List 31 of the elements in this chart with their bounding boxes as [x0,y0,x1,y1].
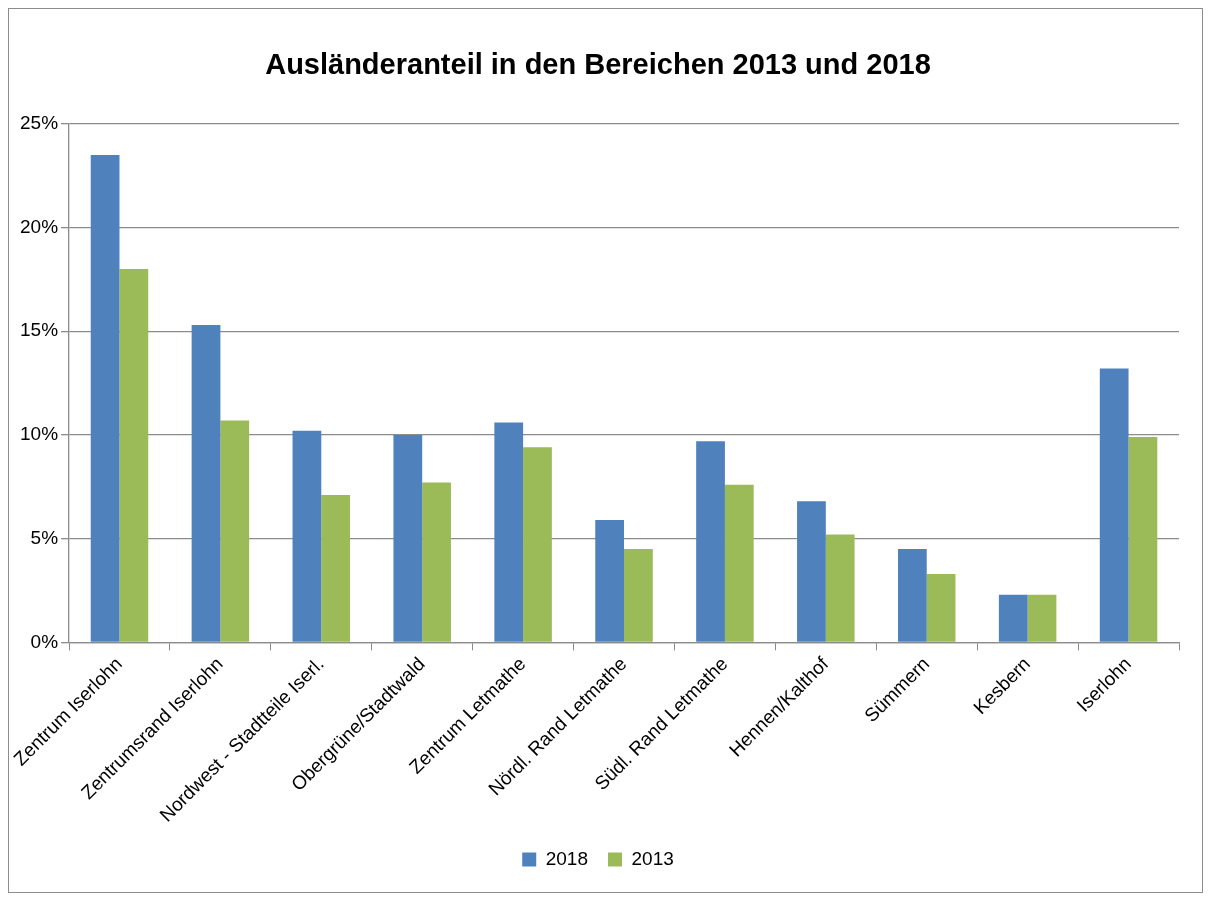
bar [191,324,221,642]
bar [797,501,826,642]
bar [422,482,451,642]
bar [696,441,725,642]
bar [624,549,653,642]
bar [220,420,250,642]
bar [897,549,927,642]
y-tick-label: 0% [30,630,59,652]
y-tick-label: 5% [30,526,59,548]
bar [393,434,423,642]
bar [926,573,956,642]
bar [1099,368,1129,642]
bar [119,268,149,642]
bar [595,519,625,642]
y-tick-label: 25% [20,112,59,134]
y-tick-label: 20% [20,215,59,237]
chart-title: Ausländeranteil in den Bereichen 2013 und 2018 [265,48,931,81]
legend-label: 2013 [631,847,674,869]
bar [724,484,754,642]
bar [90,154,120,642]
bar [494,422,524,642]
bar [998,594,1028,642]
bar [321,495,351,642]
bar [1128,436,1158,642]
bar [292,430,322,642]
y-tick-label: 15% [20,319,59,341]
y-tick-label: 10% [20,423,59,445]
legend-label: 2018 [545,847,589,869]
bar [825,534,855,642]
bar [523,447,552,642]
bar [1027,594,1057,642]
